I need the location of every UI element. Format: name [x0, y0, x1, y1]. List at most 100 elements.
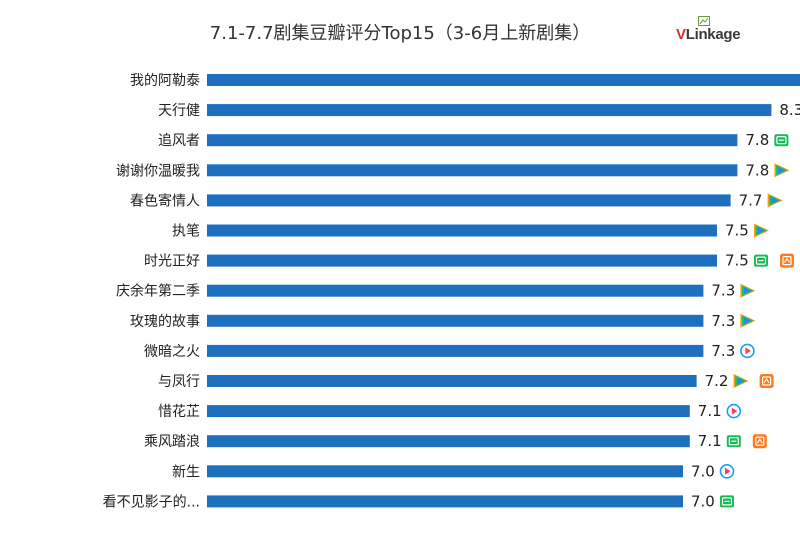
youku-icon — [726, 403, 742, 419]
tencent-icon — [774, 163, 790, 178]
youku-icon-play — [731, 407, 738, 415]
tencent-icon — [740, 283, 756, 298]
value-label: 7.0 — [691, 462, 715, 480]
tencent-icon-front — [777, 166, 786, 174]
logo-v: V — [676, 26, 686, 43]
tencent-icon — [767, 193, 783, 208]
bar-row: 新生 7.0 — [172, 462, 735, 480]
category-label: 执笔 — [172, 224, 200, 240]
bar-row: 看不见影子的... 7.0 — [103, 492, 734, 510]
iqiyi-icon-screen — [721, 497, 733, 506]
logo-mark-icon — [698, 16, 710, 26]
bar-row: 天行健 8.3 — [158, 101, 800, 119]
bar-row: 惜花芷 7.1 — [158, 402, 742, 420]
value-label: 8.3 — [779, 101, 800, 119]
bar — [207, 254, 717, 267]
logo-rest: Linkage — [685, 26, 741, 43]
tencent-icon-front — [743, 317, 752, 325]
bar-row: 春色寄情人 7.7 — [130, 191, 783, 209]
bar — [207, 495, 683, 508]
mango-icon-bg — [752, 434, 767, 449]
youku-icon-play — [725, 467, 731, 475]
category-label: 乘风踏浪 — [144, 434, 200, 450]
bar — [207, 435, 690, 448]
value-label: 7.5 — [725, 252, 749, 270]
tencent-icon-front — [771, 196, 779, 204]
youku-icon — [740, 343, 755, 359]
bar-row: 微暗之火 7.3 — [144, 342, 755, 360]
value-label: 7.8 — [745, 131, 769, 149]
bar — [207, 314, 704, 327]
bar-row: 执笔 7.5 — [172, 222, 769, 240]
tencent-icon — [740, 313, 756, 328]
value-label: 7.1 — [698, 402, 722, 420]
bar — [207, 224, 717, 237]
bar — [207, 104, 772, 117]
bar-row: 追风者 7.8 — [158, 131, 789, 149]
chart-title: 7.1-7.7剧集豆瓣评分Top15（3-6月上新剧集） — [209, 23, 591, 44]
tencent-icon — [733, 374, 749, 388]
bar — [207, 284, 704, 297]
category-label: 谢谢你温暖我 — [116, 163, 200, 179]
vlinkage-logo: VLinkage — [676, 14, 776, 50]
mango-icon-frame — [755, 436, 765, 446]
category-label: 我的阿勒泰 — [130, 73, 200, 89]
category-label: 天行健 — [158, 103, 200, 119]
value-label: 7.8 — [745, 161, 769, 179]
iqiyi-icon — [720, 495, 734, 508]
bar — [207, 344, 704, 357]
mango-icon-bg — [759, 374, 774, 388]
category-label: 新生 — [172, 464, 200, 480]
bar-row: 乘风踏浪 7.1 — [144, 432, 767, 450]
bar-row: 谢谢你温暖我 7.8 — [116, 161, 790, 179]
bar — [207, 164, 738, 177]
mango-icon — [752, 434, 767, 449]
category-label: 看不见影子的... — [103, 494, 200, 510]
bar — [207, 194, 731, 207]
value-label: 7.3 — [711, 342, 735, 360]
bar — [207, 375, 697, 387]
iqiyi-icon-screen — [776, 136, 787, 145]
tencent-icon — [754, 223, 769, 238]
value-label: 7.3 — [711, 282, 735, 300]
iqiyi-icon-screen — [728, 437, 739, 446]
category-label: 微暗之火 — [144, 344, 200, 360]
value-label: 7.7 — [739, 191, 763, 209]
category-label: 追风者 — [158, 133, 200, 149]
bar — [207, 465, 683, 478]
value-label: 7.5 — [725, 222, 749, 240]
mango-icon-mark — [763, 377, 770, 384]
category-label: 与凤行 — [158, 374, 200, 390]
value-label: 7.2 — [705, 372, 729, 390]
youku-icon-play — [745, 347, 751, 355]
bar-row: 玫瑰的故事 7.3 — [130, 312, 756, 330]
iqiyi-icon-screen — [755, 256, 767, 265]
mango-icon-frame — [782, 256, 792, 266]
logo-text: VLinkage — [676, 26, 741, 43]
bar — [207, 74, 800, 86]
tencent-icon-front — [743, 287, 752, 295]
youku-icon — [719, 463, 735, 479]
bar-row: 我的阿勒泰8.9 — [130, 73, 800, 89]
bar — [207, 134, 738, 147]
category-label: 春色寄情人 — [130, 192, 200, 209]
tencent-icon-front — [737, 377, 745, 385]
category-label: 玫瑰的故事 — [130, 314, 200, 330]
mango-icon — [759, 374, 774, 388]
mango-icon-frame — [761, 376, 772, 386]
mango-icon-bg — [780, 253, 794, 268]
value-label: 7.3 — [711, 312, 735, 330]
category-label: 庆余年第二季 — [116, 283, 200, 300]
bar — [207, 405, 690, 418]
bar-row: 与凤行 7.2 — [158, 372, 774, 390]
iqiyi-icon — [774, 134, 789, 147]
bar-row: 时光正好 7.5 — [144, 252, 794, 270]
value-label: 7.0 — [691, 492, 715, 510]
category-label: 时光正好 — [144, 254, 200, 270]
bar-row: 庆余年第二季 7.3 — [116, 282, 756, 300]
value-label: 7.1 — [698, 432, 722, 450]
category-label: 惜花芷 — [158, 404, 200, 420]
tencent-icon-front — [757, 227, 765, 234]
